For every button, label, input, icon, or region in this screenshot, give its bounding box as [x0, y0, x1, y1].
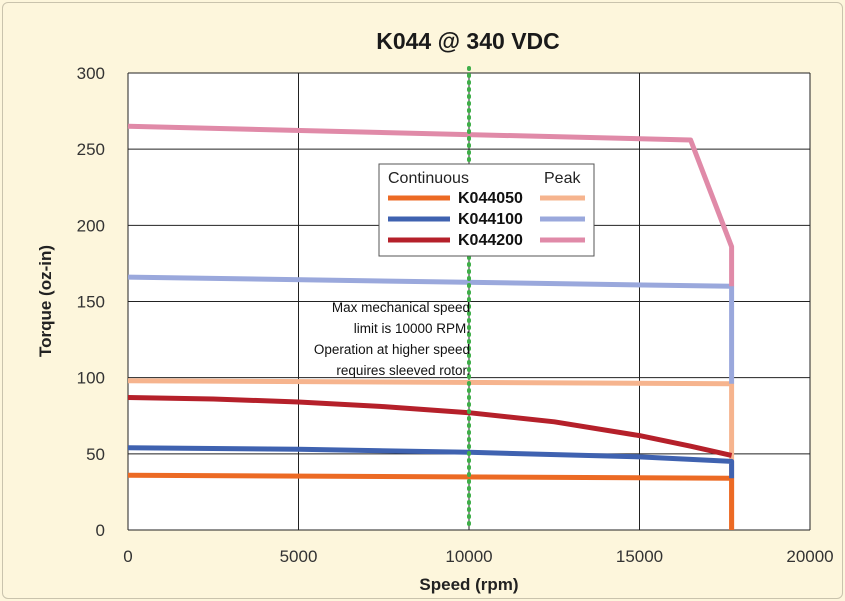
y-tick-label: 0 [96, 521, 105, 540]
speed-limit-note-line: Operation at higher speed [314, 342, 470, 357]
legend-entry-label: K044200 [458, 232, 523, 249]
y-tick-label: 300 [77, 64, 105, 83]
legend-peak-header: Peak [544, 170, 581, 187]
y-tick-label: 100 [77, 369, 105, 388]
x-axis-title: Speed (rpm) [419, 575, 518, 594]
y-tick-label: 150 [77, 293, 105, 312]
series-line-k044200-peak [127, 123, 735, 287]
legend-entry-label: K044050 [458, 190, 523, 207]
annotations: Max mechanical speed limit is 10000 RPM. O… [314, 66, 471, 532]
x-tick-label: 5000 [280, 547, 318, 566]
x-tick-label: 20000 [786, 547, 833, 566]
y-tick-label: 250 [77, 140, 105, 159]
legend-continuous-header: Continuous [388, 170, 469, 187]
chart-title: K044 @ 340 VDC [376, 28, 560, 54]
y-tick-label: 50 [86, 445, 105, 464]
legend-entry-label: K044100 [458, 211, 523, 228]
speed-limit-note-line: limit is 10000 RPM. [354, 321, 470, 336]
y-tick-label: 200 [77, 216, 105, 235]
speed-limit-note-line: Max mechanical speed [332, 300, 470, 315]
y-axis-title: Torque (oz-in) [36, 245, 55, 357]
x-tick-label: 0 [123, 547, 132, 566]
tick-labels: 0 5000 10000 15000 20000 0 50 100 150 200 250 300 [77, 64, 834, 566]
x-tick-label: 15000 [616, 547, 663, 566]
speed-limit-note-line: requires sleeved rotor. [336, 363, 470, 378]
x-tick-label: 10000 [445, 547, 492, 566]
legend: Continuous Peak K044050 K044100 K044200 [378, 163, 595, 257]
series-line-k044100-continuous [127, 445, 735, 479]
